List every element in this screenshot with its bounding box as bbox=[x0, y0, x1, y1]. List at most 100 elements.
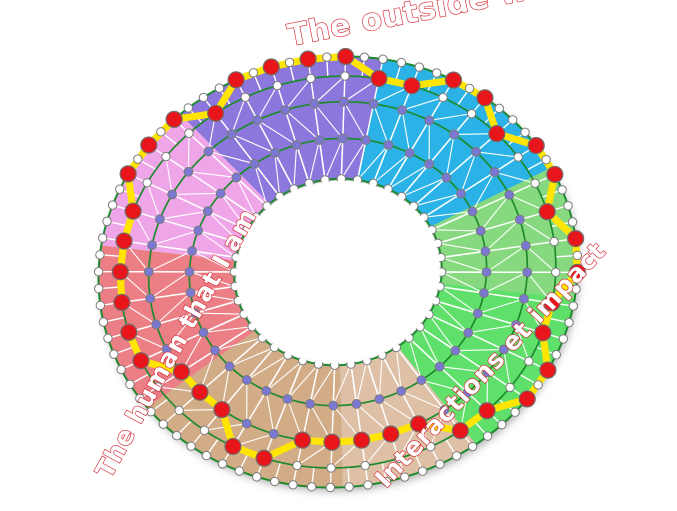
node-ring1-mid bbox=[224, 361, 235, 372]
node-highlight-red[interactable] bbox=[262, 58, 280, 76]
node-highlight-red[interactable] bbox=[538, 203, 556, 221]
node-highlight-red[interactable] bbox=[478, 402, 496, 420]
node-outer-white bbox=[567, 217, 578, 227]
node-ring3-white bbox=[272, 80, 283, 91]
node-outer-white bbox=[93, 266, 104, 277]
node-highlight-red[interactable] bbox=[409, 415, 428, 433]
radial-diagonal bbox=[460, 151, 477, 194]
node-outer-white bbox=[344, 482, 354, 492]
radial-diagonal bbox=[284, 78, 312, 111]
node-outer-white bbox=[125, 379, 135, 390]
node-ring1-mid bbox=[185, 287, 196, 298]
radial-diagonal bbox=[191, 250, 235, 273]
node-highlight-red[interactable] bbox=[124, 202, 142, 220]
node-highlight-red[interactable] bbox=[213, 401, 231, 419]
node-highlight-red[interactable] bbox=[120, 323, 138, 341]
node-highlight-red[interactable] bbox=[132, 352, 150, 370]
node-ring1-mid bbox=[351, 399, 362, 409]
node-highlight-red[interactable] bbox=[534, 324, 552, 342]
node-highlight-red[interactable] bbox=[567, 230, 585, 248]
radial-diagonal bbox=[313, 103, 344, 139]
radial-diagonal bbox=[257, 119, 297, 146]
node-ring3-white bbox=[513, 152, 523, 162]
radial-diagonal bbox=[441, 271, 485, 294]
node-highlight-red[interactable] bbox=[224, 437, 242, 456]
node-highlight-red[interactable] bbox=[207, 104, 225, 122]
graph-nodes bbox=[93, 47, 587, 493]
node-outer-white bbox=[115, 184, 125, 194]
node-outer-white bbox=[507, 115, 518, 125]
node-highlight-red[interactable] bbox=[165, 110, 183, 128]
radial-spoke bbox=[365, 103, 375, 141]
node-highlight-red[interactable] bbox=[140, 136, 158, 154]
node-highlight-red[interactable] bbox=[111, 263, 129, 281]
node-ring1-mid bbox=[328, 400, 339, 411]
node-highlight-red[interactable] bbox=[227, 71, 245, 89]
node-outer-white bbox=[359, 52, 370, 62]
radial-spoke bbox=[220, 192, 257, 218]
node-highlight-red[interactable] bbox=[293, 431, 312, 449]
node-highlight-red[interactable] bbox=[115, 232, 133, 250]
node-highlight-red[interactable] bbox=[518, 390, 536, 408]
node-highlight-red[interactable] bbox=[451, 422, 469, 440]
radial-diagonal bbox=[293, 144, 298, 189]
node-highlight-red[interactable] bbox=[539, 361, 557, 379]
radial-diagonal bbox=[373, 103, 389, 146]
highlight-route[interactable] bbox=[116, 52, 581, 462]
radial-diagonal bbox=[503, 349, 511, 388]
node-outer-white bbox=[497, 419, 507, 430]
node-highlight-red[interactable] bbox=[323, 433, 341, 451]
radial-diagonal bbox=[235, 177, 257, 218]
node-highlight-red[interactable] bbox=[527, 136, 545, 155]
node-ring1-mid bbox=[261, 386, 272, 396]
radial-diagonal bbox=[220, 193, 248, 230]
radial-spoke bbox=[420, 379, 445, 411]
radial-diagonal bbox=[274, 152, 281, 197]
radial-spoke bbox=[207, 150, 237, 178]
node-ring1-mid bbox=[361, 135, 371, 145]
radial-spoke bbox=[190, 285, 236, 294]
radial-diagonal bbox=[428, 314, 456, 351]
node-ring2-mid bbox=[252, 115, 263, 126]
node-ring2-mid bbox=[203, 146, 214, 157]
node-highlight-red[interactable] bbox=[119, 165, 137, 183]
radial-diagonal bbox=[483, 271, 528, 294]
node-highlight-red[interactable] bbox=[444, 71, 463, 89]
node-highlight-red[interactable] bbox=[568, 263, 587, 281]
node-highlight-red[interactable] bbox=[299, 50, 317, 68]
node-highlight-red[interactable] bbox=[476, 89, 494, 107]
node-outer-white bbox=[378, 54, 388, 64]
node-highlight-red[interactable] bbox=[370, 69, 388, 88]
radial-diagonal bbox=[423, 210, 473, 218]
node-ring1-mid bbox=[434, 361, 445, 372]
radial-spoke bbox=[150, 291, 191, 300]
radial-diagonal bbox=[475, 151, 519, 158]
node-highlight-red[interactable] bbox=[255, 449, 273, 467]
radial-diagonal bbox=[324, 138, 344, 181]
node-highlight-red[interactable] bbox=[403, 77, 421, 95]
node-highlight-red[interactable] bbox=[353, 431, 371, 449]
radial-diagonal bbox=[287, 363, 319, 400]
node-highlight-red[interactable] bbox=[488, 125, 506, 143]
yellow-path[interactable] bbox=[116, 52, 581, 462]
node-highlight-red[interactable] bbox=[546, 165, 564, 184]
node-highlight-red[interactable] bbox=[113, 293, 131, 311]
node-highlight-red[interactable] bbox=[382, 425, 400, 443]
node-highlight-red[interactable] bbox=[191, 383, 209, 401]
node-highlight-red[interactable] bbox=[337, 47, 355, 66]
node-ring2-mid bbox=[155, 214, 165, 225]
radial-diagonal bbox=[401, 110, 411, 154]
radial-spoke bbox=[166, 331, 204, 350]
node-outer-white bbox=[306, 482, 317, 492]
node-outer-white bbox=[156, 127, 166, 137]
node-highlight-red[interactable] bbox=[172, 363, 190, 381]
node-ring1-mid bbox=[184, 266, 195, 277]
node-highlight-red[interactable] bbox=[543, 294, 561, 312]
radial-diagonal bbox=[208, 150, 255, 165]
center-hole bbox=[236, 180, 440, 364]
node-ring2-mid bbox=[498, 344, 509, 355]
node-ring2-mid bbox=[511, 319, 521, 330]
radial-diagonal bbox=[395, 347, 402, 392]
node-ring1-mid bbox=[404, 148, 415, 158]
